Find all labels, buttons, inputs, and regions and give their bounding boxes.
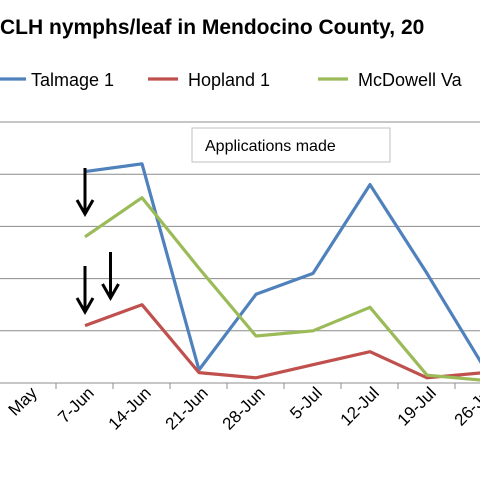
legend: Talmage 1 Hopland 1 McDowell Va <box>0 70 463 90</box>
application-arrows <box>75 168 120 316</box>
x-tick-label: 21-Jun <box>162 383 212 433</box>
series-line-mcdowell-va <box>84 196 480 382</box>
x-tick-label: 19-Jul <box>394 383 440 429</box>
chart-title: CLH nymphs/leaf in Mendocino County, 20 <box>0 16 425 39</box>
series-line-hopland-1 <box>84 303 480 380</box>
application-arrow <box>101 252 120 302</box>
application-arrow <box>75 266 95 316</box>
application-arrow <box>75 168 95 218</box>
series-line-talmage-1 <box>84 162 480 372</box>
x-tick-label: May <box>5 383 41 419</box>
legend-label: McDowell Va <box>358 70 463 90</box>
x-tick-label: 12-Jul <box>337 383 383 429</box>
legend-item: Talmage 1 <box>0 70 114 90</box>
legend-label: Hopland 1 <box>188 70 270 90</box>
annotation-box: Applications made <box>191 127 391 163</box>
x-tick-label: 5-Jul <box>286 383 325 422</box>
x-tick-label: 28-Jun <box>219 383 269 433</box>
series-lines <box>84 162 480 382</box>
gridlines <box>0 121 480 332</box>
legend-item: Hopland 1 <box>148 70 270 90</box>
x-tick-label: 14-Jun <box>105 383 155 433</box>
legend-item: McDowell Va <box>318 70 463 90</box>
annotation-frame <box>191 127 391 163</box>
x-tick-labels: May 7-Jun 14-Jun 21-Jun 28-Jun 5-Jul 12-Jul 19-… <box>5 383 480 434</box>
annotation-text: Applications made <box>205 138 336 155</box>
legend-label: Talmage 1 <box>31 70 114 90</box>
x-axis <box>0 382 480 389</box>
x-tick-label: 26-Jul <box>451 383 480 429</box>
x-tick-label: 7-Jun <box>54 383 98 427</box>
